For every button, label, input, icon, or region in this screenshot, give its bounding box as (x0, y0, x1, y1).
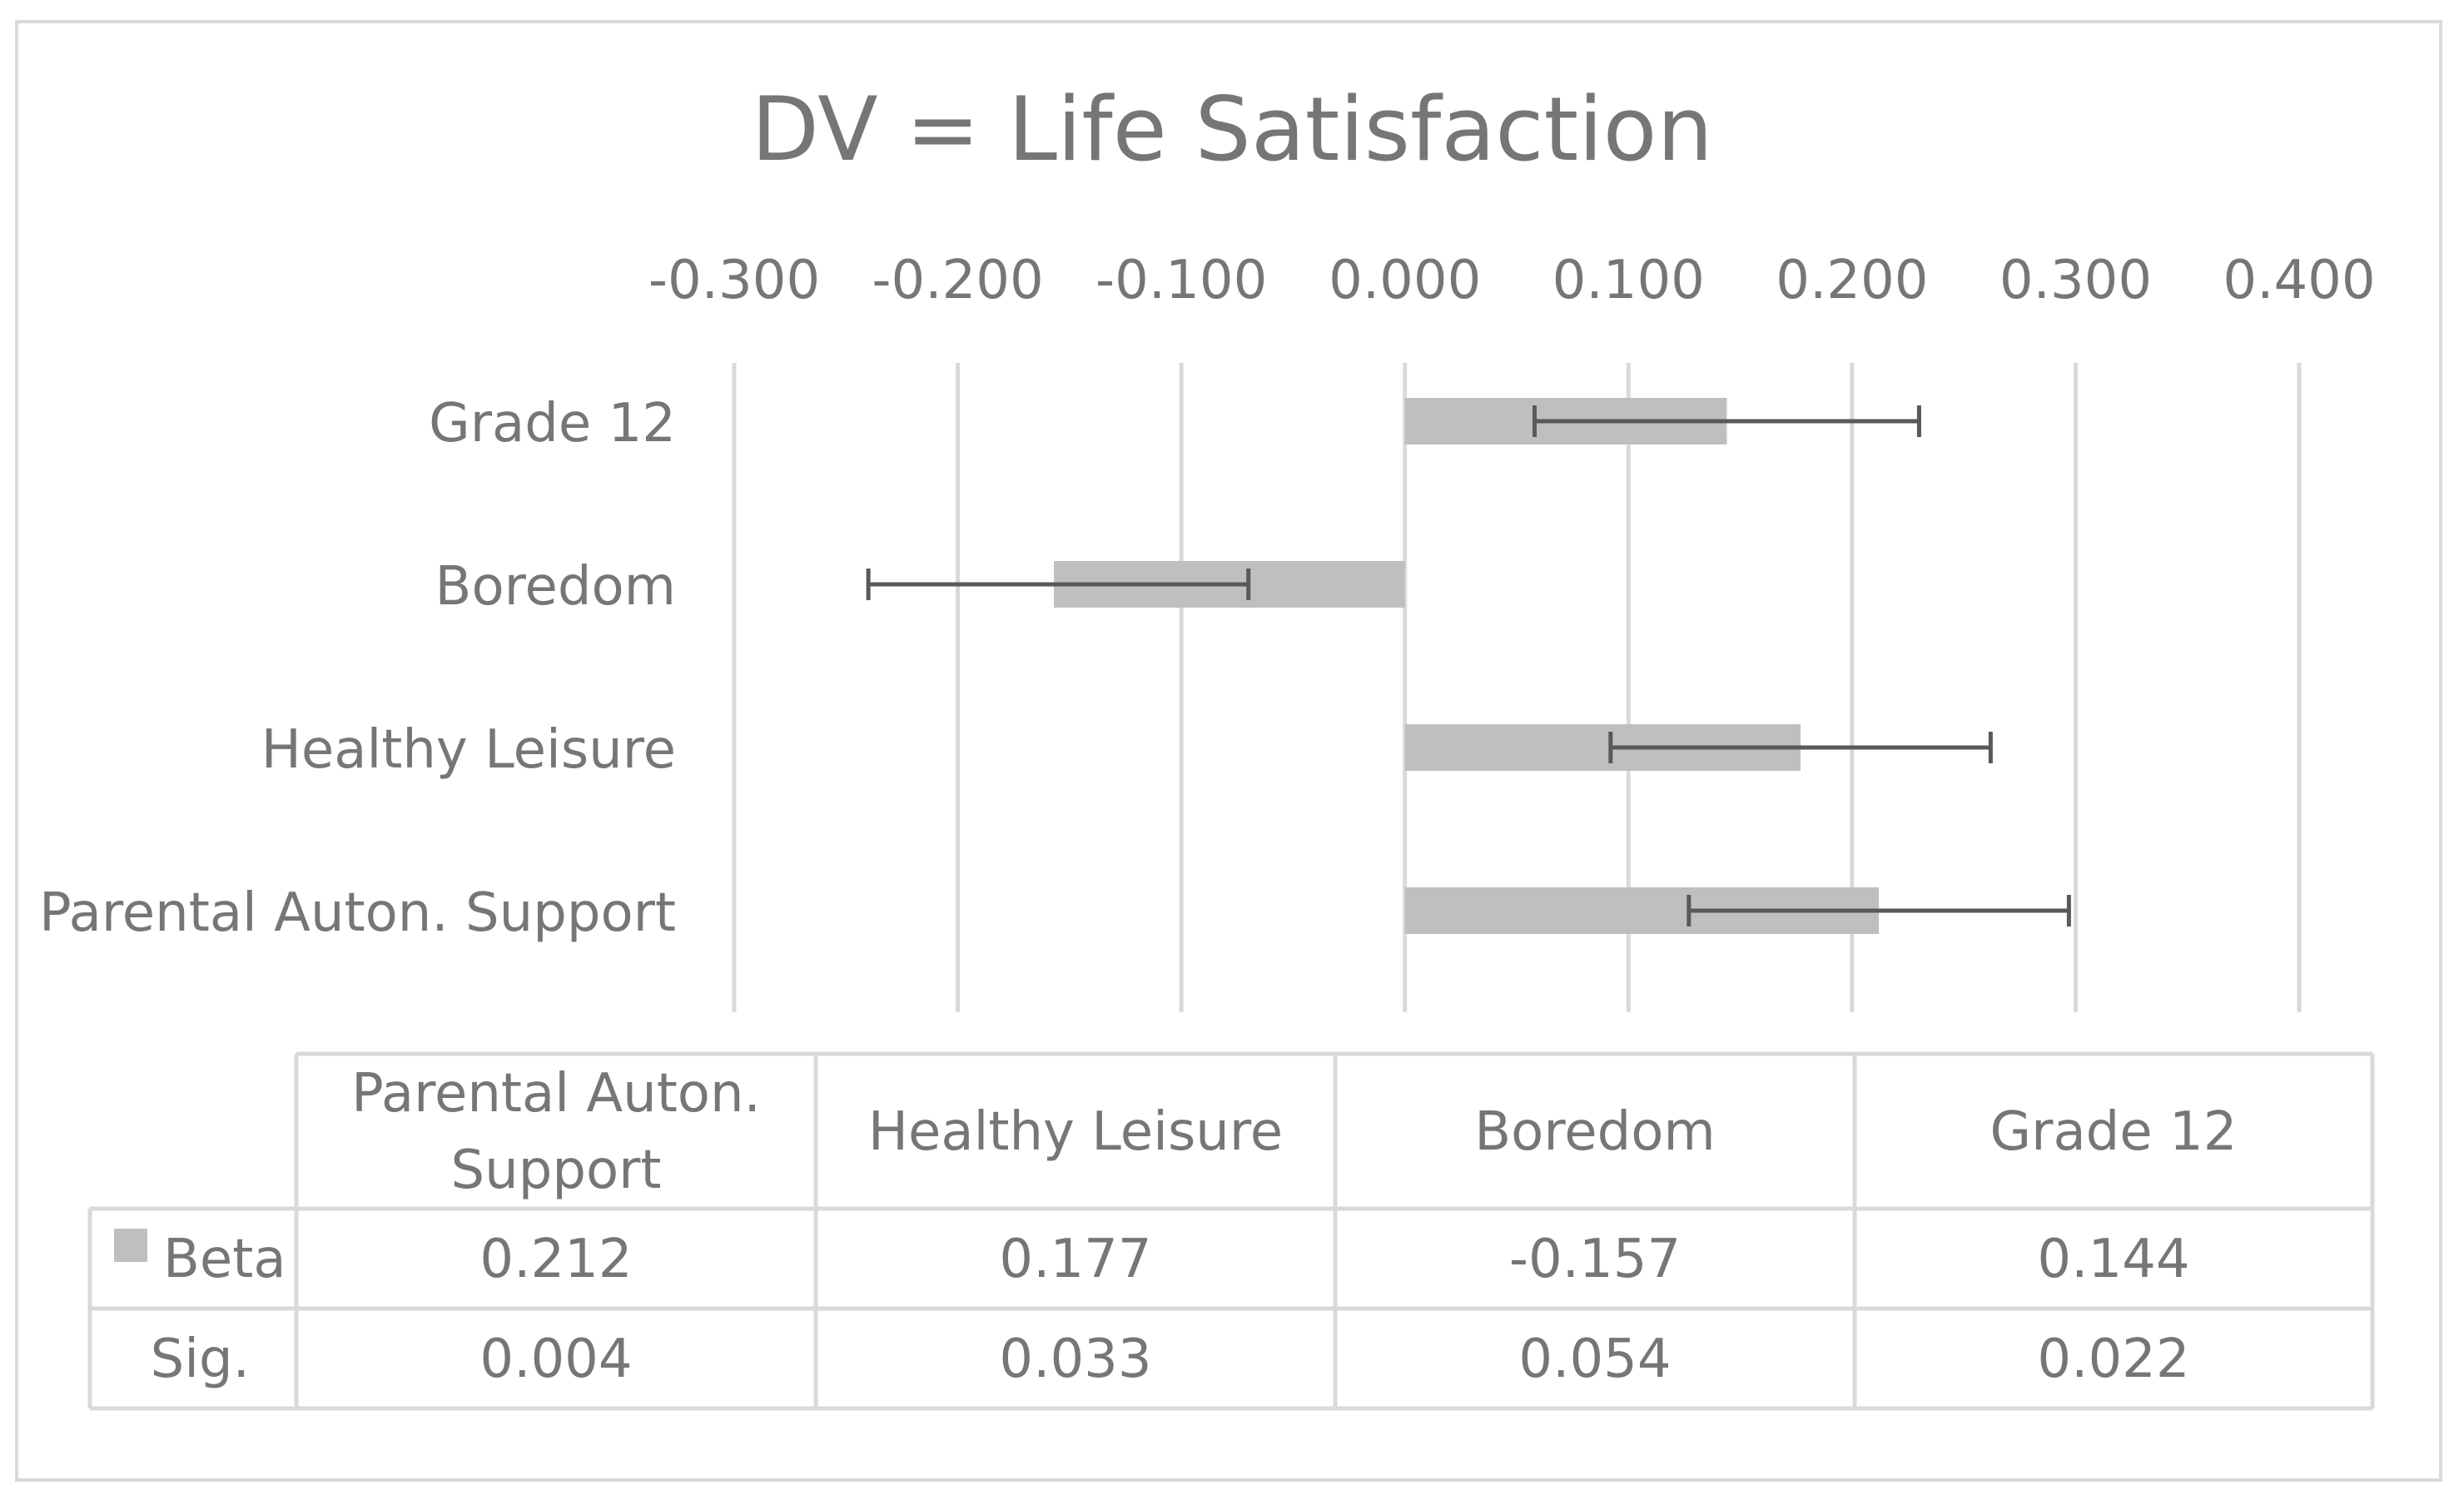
category-labels: Grade 12 Boredom Healthy Leisure Parental A… (39, 393, 676, 944)
table-header-cell: Support (451, 1140, 662, 1201)
x-tick-label: 0.400 (2223, 250, 2375, 311)
error-bar (1532, 405, 1921, 437)
table-header-cell: Healthy Leisure (868, 1101, 1283, 1163)
table-cell: 0.212 (479, 1229, 632, 1290)
error-bar (866, 569, 1251, 600)
x-axis-ticks: -0.300 -0.200 -0.100 0.000 0.100 0.200 0.300 0.… (648, 250, 2376, 311)
x-tick-label: 0.300 (2000, 250, 2152, 311)
x-tick-label: 0.100 (1552, 250, 1705, 311)
table-row-label: Sig. (151, 1329, 250, 1390)
category-label: Grade 12 (429, 393, 676, 454)
error-bar (1687, 895, 2071, 926)
x-tick-label: 0.000 (1329, 250, 1481, 311)
category-label: Healthy Leisure (261, 719, 676, 781)
x-tick-label: -0.300 (648, 250, 820, 311)
legend-swatch (114, 1229, 147, 1262)
table-cell: 0.144 (2037, 1229, 2189, 1290)
table-cell: 0.004 (479, 1329, 632, 1390)
x-tick-label: -0.100 (1095, 250, 1267, 311)
bars (1054, 398, 1880, 934)
table-cell: 0.054 (1518, 1329, 1671, 1390)
table-cell: 0.177 (999, 1229, 1151, 1290)
table-cell: 0.033 (999, 1329, 1151, 1390)
error-bars (866, 405, 2071, 926)
category-label: Boredom (435, 556, 676, 618)
category-label: Parental Auton. Support (39, 882, 676, 944)
table-cell: -0.157 (1509, 1229, 1681, 1290)
table-row-label: Beta (163, 1229, 286, 1290)
table-header-cell: Grade 12 (1990, 1101, 2238, 1163)
data-table: Parental Auton. Support Healthy Leisure Bor… (87, 1051, 2375, 1411)
chart-title: DV = Life Satisfaction (751, 78, 1712, 181)
x-tick-label: -0.200 (872, 250, 1043, 311)
table-header-cell: Boredom (1474, 1101, 1715, 1163)
table-header-cell: Parental Auton. (351, 1063, 761, 1125)
chart-frame (15, 20, 2442, 1482)
x-tick-label: 0.200 (1776, 250, 1928, 311)
error-bar (1608, 732, 1993, 763)
table-cell: 0.022 (2037, 1329, 2189, 1390)
